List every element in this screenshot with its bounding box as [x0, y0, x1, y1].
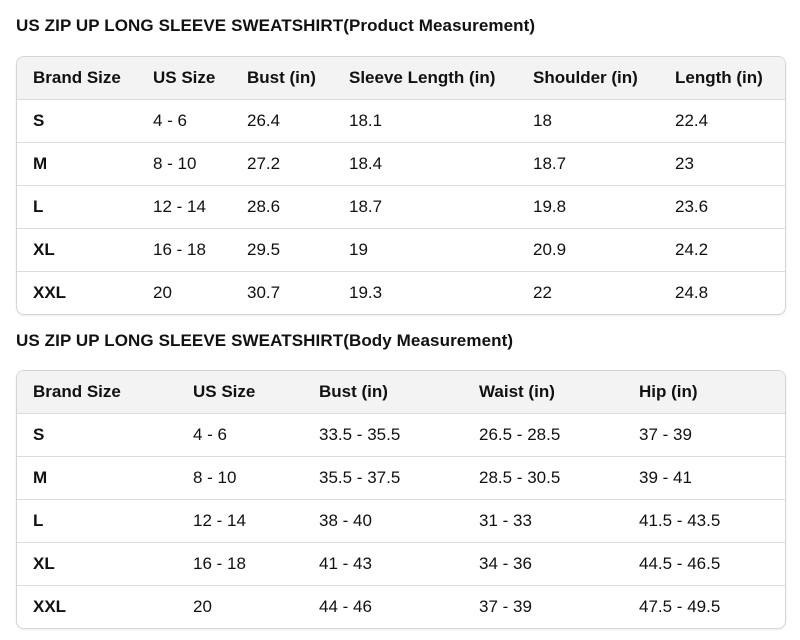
cell-brand-size: L [17, 499, 177, 543]
cell-shoulder: 18.7 [517, 142, 659, 186]
table-row: S 4 - 6 33.5 - 35.5 26.5 - 28.5 37 - 39 [17, 413, 785, 457]
cell-us-size: 8 - 10 [177, 456, 303, 500]
header-bust: Bust (in) [303, 371, 463, 414]
table-row: XL 16 - 18 29.5 19 20.9 24.2 [17, 228, 785, 272]
cell-hip: 39 - 41 [623, 456, 785, 500]
cell-waist: 26.5 - 28.5 [463, 413, 623, 457]
table-row: L 12 - 14 38 - 40 31 - 33 41.5 - 43.5 [17, 499, 785, 543]
header-bust: Bust (in) [231, 57, 333, 100]
cell-sleeve-length: 19 [333, 228, 517, 272]
cell-bust: 35.5 - 37.5 [303, 456, 463, 500]
table-row: XL 16 - 18 41 - 43 34 - 36 44.5 - 46.5 [17, 542, 785, 586]
cell-bust: 33.5 - 35.5 [303, 413, 463, 457]
cell-shoulder: 20.9 [517, 228, 659, 272]
cell-hip: 41.5 - 43.5 [623, 499, 785, 543]
cell-brand-size: XXL [17, 271, 137, 314]
cell-brand-size: XL [17, 228, 137, 272]
cell-hip: 47.5 - 49.5 [623, 585, 785, 628]
cell-sleeve-length: 18.4 [333, 142, 517, 186]
cell-sleeve-length: 19.3 [333, 271, 517, 314]
cell-bust: 30.7 [231, 271, 333, 314]
header-shoulder: Shoulder (in) [517, 57, 659, 100]
cell-hip: 37 - 39 [623, 413, 785, 457]
cell-us-size: 20 [137, 271, 231, 314]
cell-bust: 44 - 46 [303, 585, 463, 628]
cell-us-size: 20 [177, 585, 303, 628]
cell-brand-size: XL [17, 542, 177, 586]
product-measurement-table: Brand Size US Size Bust (in) Sleeve Leng… [16, 56, 786, 315]
table-row: XXL 20 44 - 46 37 - 39 47.5 - 49.5 [17, 585, 785, 628]
product-measurement-title: US ZIP UP LONG SLEEVE SWEATSHIRT(Product… [16, 16, 536, 35]
cell-sleeve-length: 18.7 [333, 185, 517, 229]
cell-brand-size: S [17, 413, 177, 457]
table-row: M 8 - 10 27.2 18.4 18.7 23 [17, 142, 785, 186]
cell-us-size: 16 - 18 [177, 542, 303, 586]
table-row: XXL 20 30.7 19.3 22 24.8 [17, 271, 785, 314]
cell-length: 23.6 [659, 185, 785, 229]
cell-waist: 28.5 - 30.5 [463, 456, 623, 500]
table-header-row: Brand Size US Size Bust (in) Sleeve Leng… [17, 57, 785, 100]
cell-brand-size: XXL [17, 585, 177, 628]
cell-length: 22.4 [659, 99, 785, 143]
table-row: S 4 - 6 26.4 18.1 18 22.4 [17, 99, 785, 143]
cell-us-size: 12 - 14 [137, 185, 231, 229]
cell-us-size: 16 - 18 [137, 228, 231, 272]
header-waist: Waist (in) [463, 371, 623, 414]
cell-brand-size: S [17, 99, 137, 143]
body-measurement-title: US ZIP UP LONG SLEEVE SWEATSHIRT(Body Me… [16, 331, 514, 350]
cell-length: 24.2 [659, 228, 785, 272]
header-sleeve-length: Sleeve Length (in) [333, 57, 517, 100]
cell-us-size: 4 - 6 [137, 99, 231, 143]
table-row: M 8 - 10 35.5 - 37.5 28.5 - 30.5 39 - 41 [17, 456, 785, 500]
cell-brand-size: M [17, 142, 137, 186]
cell-us-size: 8 - 10 [137, 142, 231, 186]
cell-brand-size: M [17, 456, 177, 500]
cell-shoulder: 22 [517, 271, 659, 314]
cell-waist: 37 - 39 [463, 585, 623, 628]
cell-bust: 38 - 40 [303, 499, 463, 543]
cell-us-size: 4 - 6 [177, 413, 303, 457]
cell-length: 24.8 [659, 271, 785, 314]
cell-bust: 27.2 [231, 142, 333, 186]
cell-us-size: 12 - 14 [177, 499, 303, 543]
header-us-size: US Size [177, 371, 303, 414]
cell-bust: 28.6 [231, 185, 333, 229]
header-us-size: US Size [137, 57, 231, 100]
table-row: L 12 - 14 28.6 18.7 19.8 23.6 [17, 185, 785, 229]
cell-sleeve-length: 18.1 [333, 99, 517, 143]
cell-hip: 44.5 - 46.5 [623, 542, 785, 586]
cell-bust: 41 - 43 [303, 542, 463, 586]
header-length: Length (in) [659, 57, 785, 100]
cell-shoulder: 18 [517, 99, 659, 143]
cell-waist: 31 - 33 [463, 499, 623, 543]
header-hip: Hip (in) [623, 371, 785, 414]
cell-length: 23 [659, 142, 785, 186]
table-header-row: Brand Size US Size Bust (in) Waist (in) … [17, 371, 785, 414]
header-brand-size: Brand Size [17, 371, 177, 414]
cell-brand-size: L [17, 185, 137, 229]
header-brand-size: Brand Size [17, 57, 137, 100]
cell-bust: 29.5 [231, 228, 333, 272]
cell-shoulder: 19.8 [517, 185, 659, 229]
body-measurement-table: Brand Size US Size Bust (in) Waist (in) … [16, 370, 786, 629]
cell-waist: 34 - 36 [463, 542, 623, 586]
cell-bust: 26.4 [231, 99, 333, 143]
